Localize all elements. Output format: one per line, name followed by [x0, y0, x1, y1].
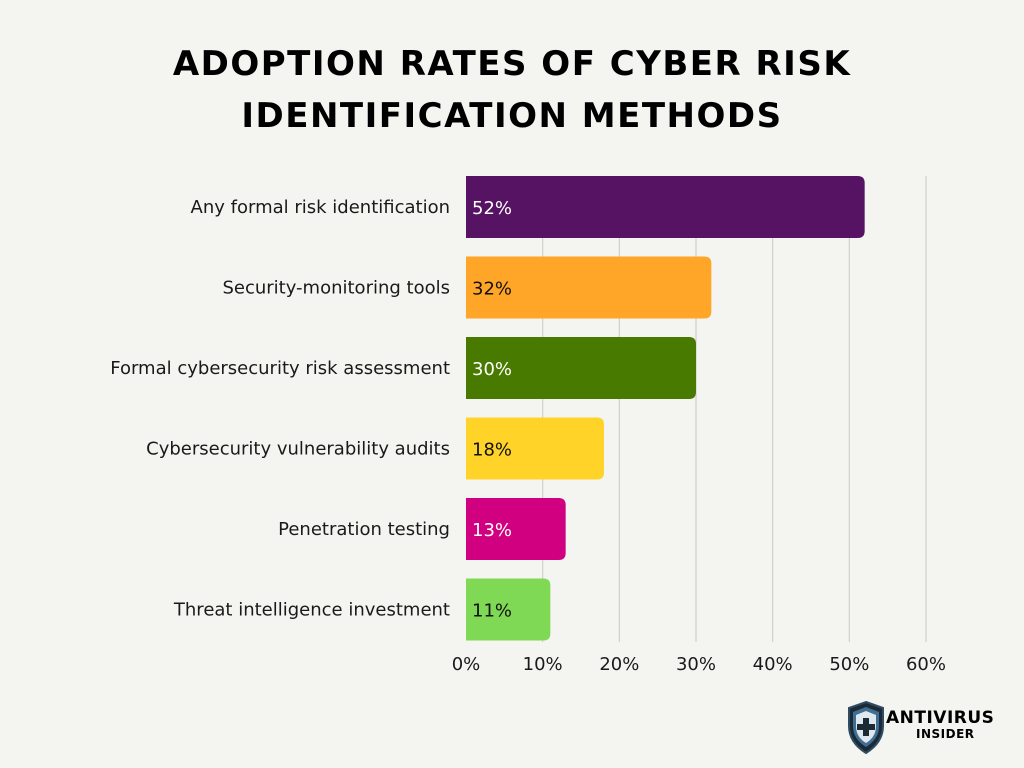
- x-tick-label: 10%: [523, 654, 563, 675]
- category-label: Security-monitoring tools: [222, 278, 450, 299]
- x-tick-label: 40%: [753, 654, 793, 675]
- data-label: 30%: [472, 359, 512, 380]
- data-labels: 52% 32% 30% 18% 13% 11%: [472, 198, 512, 622]
- x-tick-label: 20%: [599, 654, 639, 675]
- data-label: 13%: [472, 520, 512, 541]
- data-label: 18%: [472, 440, 512, 461]
- chart-title-line-2: IDENTIFICATION METHODS: [241, 96, 783, 136]
- chart-title-line-1: ADOPTION RATES OF CYBER RISK: [172, 44, 852, 84]
- category-label: Threat intelligence investment: [173, 600, 450, 621]
- x-tick-label: 30%: [676, 654, 716, 675]
- category-label: Formal cybersecurity risk assessment: [110, 358, 450, 379]
- x-tick-labels: 0% 10% 20% 30% 40% 50% 60%: [452, 654, 946, 675]
- data-label: 52%: [472, 198, 512, 219]
- grid-lines: [542, 176, 927, 642]
- shield-plus-icon: [848, 700, 884, 755]
- x-tick-label: 60%: [906, 654, 946, 675]
- category-label: Penetration testing: [278, 519, 450, 540]
- category-label: Cybersecurity vulnerability audits: [146, 439, 450, 460]
- data-label: 32%: [472, 279, 512, 300]
- bar: [466, 498, 566, 560]
- category-label: Any formal risk identification: [191, 197, 450, 218]
- x-tick-label: 50%: [829, 654, 869, 675]
- bar: [466, 176, 865, 238]
- bars: [466, 176, 865, 641]
- bar: [466, 337, 696, 399]
- bar: [466, 256, 712, 319]
- logo-text-antivirus: ANTIVIRUS: [886, 708, 995, 728]
- category-labels: Any formal risk identification Security-m…: [110, 197, 450, 621]
- x-tick-label: 0%: [452, 654, 481, 675]
- antivirus-insider-logo: ANTIVIRUS INSIDER: [846, 700, 994, 756]
- data-label: 11%: [472, 601, 512, 622]
- logo-text-insider: INSIDER: [916, 727, 975, 741]
- chart-title: ADOPTION RATES OF CYBER RISK IDENTIFICAT…: [0, 38, 1024, 142]
- bar: [466, 578, 551, 641]
- bar: [466, 417, 604, 480]
